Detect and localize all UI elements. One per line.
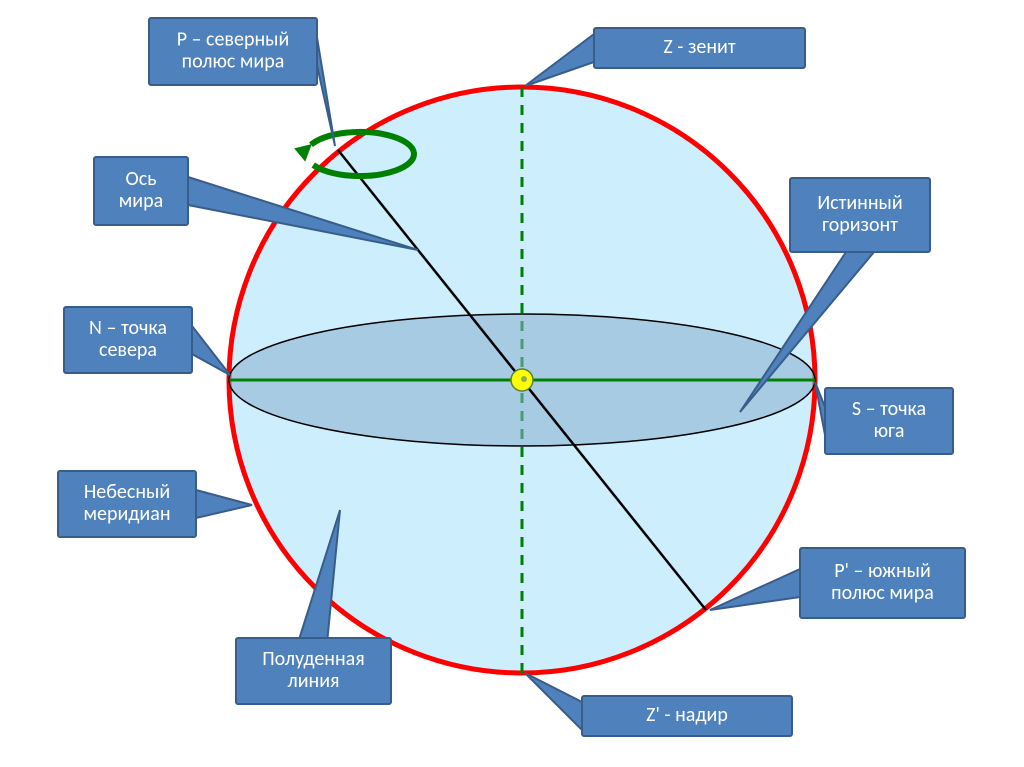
callout-axis-line0: Ось [125,167,156,191]
callout-p_north: P – северныйполюс мира [149,18,335,146]
callout-zenith: Z - зенит [525,28,805,86]
callout-noon_line-line0: Полуденная [262,647,364,671]
callout-s_point-line1: юга [874,419,905,443]
callout-noon_line-line1: линия [287,669,339,693]
callout-cel_mer-line1: меридиан [83,502,170,526]
callout-p_south-line0: P' – южный [834,559,931,583]
callout-nadir: Z' - надир [525,673,792,736]
callout-true_hor-line0: Истинный [817,191,902,215]
callout-s_point-line0: S – точка [852,397,926,421]
callout-cel_mer: Небесныймеридиан [58,471,252,537]
callout-cel_mer-line0: Небесный [84,480,170,504]
callout-true_hor-line1: горизонт [822,213,898,237]
callout-p_north-line0: P – северный [177,27,290,51]
callout-s_point: S – точкаюга [815,382,953,454]
callout-n_point-line0: N – точка [89,316,167,340]
callout-nadir-line0: Z' - надир [646,703,728,727]
rotation-arrowhead [295,145,311,161]
callout-n_point: N – точкасевера [64,307,230,375]
callout-p_south-line1: полюс мира [831,581,934,605]
callout-n_point-line1: севера [99,338,157,362]
callout-axis-line1: мира [119,189,163,213]
callout-p_north-line1: полюс мира [182,49,285,73]
observer-dot-inner [521,376,527,382]
callout-zenith-line0: Z - зенит [663,35,735,59]
